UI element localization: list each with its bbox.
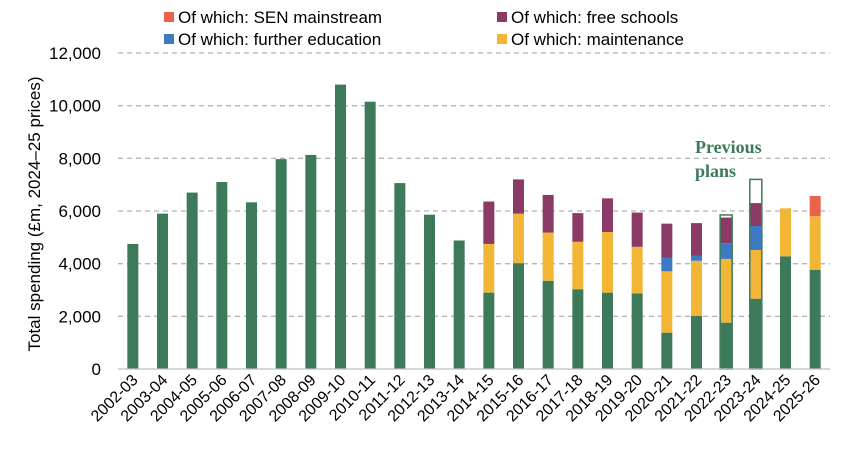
bar-total-2002-03: [127, 243, 139, 369]
bar-of-which-free-schools-2014-15: [483, 201, 495, 244]
bar-total-2017-18: [572, 289, 584, 369]
x-axis: 2002-032003-042004-052005-062006-072007-…: [88, 368, 830, 425]
y-tick-label: 12,000: [49, 44, 101, 63]
bar-of-which-maintenance-2024-25: [780, 208, 791, 257]
legend-label: Of which: free schools: [511, 8, 678, 27]
bar-of-which-maintenance-2023-24: [750, 249, 762, 299]
bar-total-2016-17: [542, 280, 554, 369]
bar-total-2025-26: [809, 269, 821, 369]
bar-total-2019-20: [631, 293, 643, 369]
y-tick-label: 10,000: [49, 97, 101, 116]
legend-swatch: [164, 12, 174, 22]
y-tick-label: 6,000: [58, 202, 101, 221]
bar-total-2004-05: [186, 192, 198, 369]
y-tick-label: 2,000: [58, 307, 101, 326]
bar-of-which-free-schools-2015-16: [513, 179, 524, 214]
bar-of-which-maintenance-2015-16: [513, 213, 524, 264]
bar-of-which-free-schools-2023-24: [750, 203, 762, 227]
y-axis-label: Total spending (£m, 2024–25 prices): [25, 77, 44, 352]
bar-of-which-free-schools-2021-22: [691, 223, 702, 256]
legend-swatch: [497, 12, 507, 22]
bar-total-2003-04: [157, 213, 168, 369]
bar-of-which-further-education-2023-24: [750, 226, 762, 250]
bar-total-2024-25: [780, 256, 791, 369]
bar-total-2012-13: [424, 214, 435, 369]
bar-of-which-further-education-2021-22: [691, 255, 702, 261]
y-tick-label: 4,000: [58, 255, 101, 274]
bar-total-2005-06: [216, 182, 228, 369]
bar-total-2020-21: [661, 332, 673, 369]
bar-of-which-maintenance-2016-17: [542, 232, 554, 281]
bar-of-which-free-schools-2020-21: [661, 223, 673, 258]
annotation-previous-plans-line2: plans: [695, 161, 736, 181]
bar-total-2021-22: [691, 315, 702, 369]
y-tick-label: 8,000: [58, 149, 101, 168]
legend-label: Of which: further education: [178, 30, 381, 49]
bar-of-which-free-schools-2019-20: [631, 212, 643, 247]
bar-total-2014-15: [483, 292, 495, 369]
bar-of-which-sen-mainstream-2025-26: [809, 195, 821, 217]
bar-total-2011-12: [394, 183, 406, 369]
bar-of-which-maintenance-2025-26: [809, 216, 821, 270]
bar-total-2009-10: [335, 84, 346, 369]
bar-of-which-maintenance-2017-18: [572, 241, 584, 290]
legend-label: Of which: maintenance: [511, 30, 684, 49]
bar-of-which-maintenance-2018-19: [602, 232, 613, 293]
legend-label: Of which: SEN mainstream: [178, 8, 382, 27]
legend: Of which: SEN mainstream Of which: free s…: [164, 8, 684, 49]
y-tick-label: 0: [92, 360, 101, 379]
bar-of-which-further-education-2020-21: [661, 257, 673, 272]
legend-swatch: [164, 34, 174, 44]
bar-of-which-maintenance-2021-22: [691, 260, 702, 316]
bar-total-2006-07: [246, 202, 257, 369]
bar-of-which-further-education-2022-23: [720, 243, 732, 259]
annotation-previous-plans-line1: Previous: [695, 137, 762, 157]
bar-total-2023-24: [750, 298, 762, 369]
y-axis: 0 2,000 4,000 6,000 8,000 10,000 12,000: [49, 44, 101, 379]
gridlines: [118, 52, 830, 317]
bar-of-which-maintenance-2020-21: [661, 271, 673, 333]
bar-of-which-maintenance-2014-15: [483, 243, 495, 293]
bar-of-which-free-schools-2018-19: [602, 198, 613, 233]
bar-total-2022-23: [720, 322, 732, 369]
bar-of-which-free-schools-2016-17: [542, 194, 554, 233]
bars: [127, 84, 821, 369]
bar-of-which-free-schools-2017-18: [572, 213, 584, 242]
bar-total-2015-16: [513, 263, 524, 369]
bar-total-2007-08: [275, 159, 287, 369]
bar-of-which-maintenance-2019-20: [631, 246, 643, 294]
bar-of-which-free-schools-2022-23: [720, 217, 732, 244]
bar-total-2013-14: [453, 240, 465, 369]
legend-swatch: [497, 34, 507, 44]
bar-total-2008-09: [305, 154, 317, 369]
bar-of-which-maintenance-2022-23: [720, 258, 732, 323]
bar-total-2010-11: [364, 101, 376, 369]
bar-total-2018-19: [602, 292, 613, 369]
